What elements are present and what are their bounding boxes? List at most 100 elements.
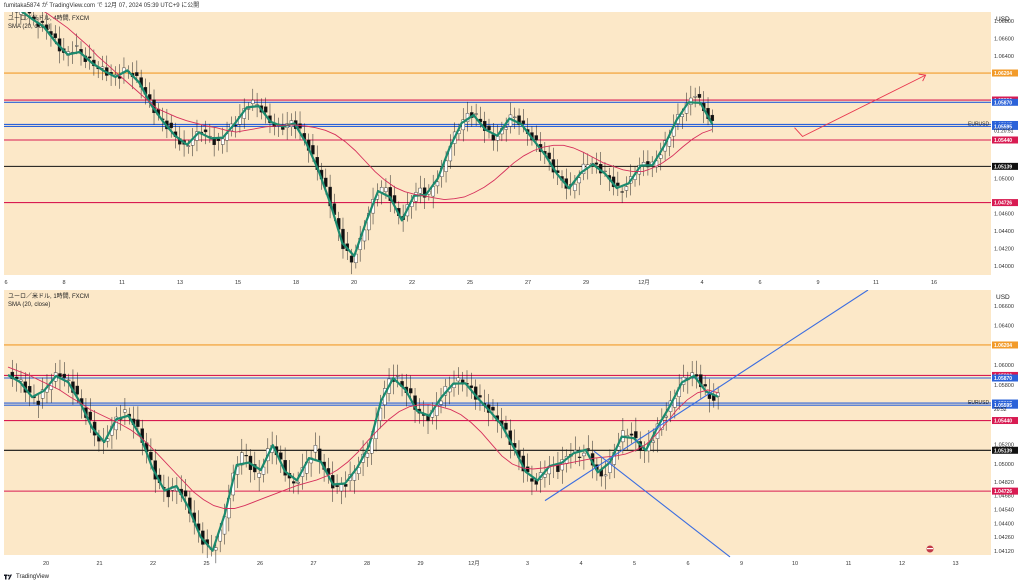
c2-level-badge (992, 341, 1018, 349)
c2-candle-body (699, 374, 703, 388)
c1-candle-body (349, 255, 354, 263)
c2-candle-body (62, 373, 67, 378)
c1-candle-body (388, 187, 392, 201)
c1-candle-body (487, 125, 491, 131)
c1-candle-body (697, 93, 702, 98)
c1-candle-body (414, 192, 418, 202)
c2-level-label: 1.05870 (994, 376, 1012, 382)
c1-candle-body (659, 154, 663, 159)
c2-x-tick-label: 22 (150, 561, 156, 567)
c1-candle-body (444, 160, 448, 172)
chart-4h[interactable]: ユーロ／米ドル, 4時間, FXCM SMA (20, close) USD 1.04… (0, 12, 1024, 287)
c2-candle-body (149, 451, 153, 461)
tradingview-logo-icon (4, 574, 12, 580)
c1-candle-body (513, 116, 517, 118)
c1-candle-body (474, 113, 478, 115)
c1-x-tick-label: 12月 (638, 279, 650, 286)
c2-level-label: 1.05595 (994, 403, 1012, 409)
c2-candle-body (296, 482, 300, 484)
c2-y-tick-label: 1.05000 (994, 462, 1014, 468)
c1-currency-label: USD (996, 16, 1010, 23)
c2-candle-body (651, 440, 655, 443)
c1-x-tick-label: 20 (351, 280, 357, 286)
c2-candle-body (408, 388, 413, 394)
c1-x-tick-label: 11 (119, 280, 125, 286)
c1-smoothed-price-line (20, 12, 714, 258)
c2-y-tick-label: 1.06600 (994, 304, 1014, 310)
c1-candle-body (435, 181, 440, 187)
c2-candle-body (586, 448, 590, 450)
c2-chart-title: ユーロ／米ドル, 1時間, FXCM (8, 292, 89, 300)
c2-candle-body (608, 459, 612, 473)
c1-sma-line (43, 12, 713, 201)
c2-x-tick-label: 3 (526, 561, 529, 567)
c1-x-tick-label: 6 (758, 280, 761, 286)
c2-x-tick-label: 4 (579, 561, 582, 567)
c1-x-tick-label: 18 (293, 280, 299, 286)
c1-candle-body (135, 72, 139, 77)
c2-candle-body (478, 395, 482, 398)
c2-candle-body (136, 419, 140, 427)
c1-candle-body (324, 177, 328, 187)
c2-candle-body (183, 490, 188, 497)
c1-candle-body (624, 186, 629, 191)
c1-candle-body (577, 177, 581, 184)
c2-candle-body (318, 448, 322, 462)
c1-candle-body (186, 145, 191, 147)
c2-level-badge (992, 487, 1018, 495)
c2-candle-body (313, 445, 318, 453)
c2-level-badge (992, 417, 1018, 425)
c2-y-tick-label: 1.04820 (994, 480, 1014, 486)
c1-x-tick-label: 16 (931, 280, 937, 286)
c1-candle-body (620, 191, 624, 193)
c2-x-tick-label: 25 (203, 561, 209, 567)
c2-y-tick-label: 1.04260 (994, 535, 1014, 541)
c1-level-badge (992, 199, 1018, 207)
c2-countdown: 20:52 (994, 407, 1007, 413)
c2-candle-body (66, 379, 71, 381)
c1-x-tick-label: 25 (467, 280, 473, 286)
c1-y-tick-label: 1.04200 (994, 247, 1014, 253)
c1-price-axis (991, 12, 1024, 275)
c1-y-tick-label: 1.04000 (994, 264, 1014, 270)
c1-indicator-label: SMA (20, close) (8, 24, 50, 30)
c1-candle-body (216, 138, 221, 142)
c2-y-tick-label: 1.06400 (994, 324, 1014, 330)
chart-1h[interactable]: ユーロ／米ドル, 1時間, FXCM SMA (20, close) USD 1.04… (0, 290, 1024, 571)
c2-trend-line-down (593, 450, 731, 558)
c2-candle-body (123, 409, 127, 413)
c1-level-label: 1.06204 (994, 71, 1012, 77)
c1-candle-body (491, 134, 495, 141)
c2-y-tick-label: 1.04400 (994, 521, 1014, 527)
c2-x-tick-label: 13 (952, 561, 958, 567)
c2-y-tick-label: 1.04540 (994, 508, 1014, 514)
c2-candle-body (577, 456, 582, 458)
publish-info: fumitaka5874 が TradingView.com で 12月 07,… (0, 0, 1024, 12)
c2-candle-body (36, 400, 41, 405)
c2-candle-body (504, 422, 508, 430)
c1-candle-body (169, 122, 173, 129)
c2-candle-body (439, 400, 443, 405)
c1-x-tick-label: 11 (873, 280, 879, 286)
c1-candle-body (251, 99, 255, 104)
c2-x-tick-label: 28 (364, 561, 370, 567)
c2-level-label: 1.05440 (994, 419, 1012, 425)
c2-candle-body (634, 431, 638, 439)
c1-level-label: 1.05870 (994, 100, 1012, 106)
c1-candle-body (547, 152, 551, 160)
c1-countdown: 01:20:51 (994, 128, 1014, 134)
c1-chart-title: ユーロ／米ドル, 4時間, FXCM (8, 14, 89, 22)
c2-candle-body (556, 465, 560, 472)
c1-level-badge (992, 136, 1018, 144)
c2-y-tick-label: 1.05200 (994, 442, 1014, 448)
c2-candle-body (88, 411, 92, 420)
c1-y-tick-label: 1.04400 (994, 229, 1014, 235)
c1-candle-body (384, 187, 388, 192)
c2-y-tick-label: 1.06000 (994, 363, 1014, 369)
c2-candle-body (357, 467, 361, 474)
c2-indicator-label: SMA (20, close) (8, 302, 50, 308)
c1-projection-arrow (794, 74, 926, 138)
c1-y-tick-label: 1.06800 (994, 19, 1014, 25)
c2-candle-body (365, 453, 370, 458)
c1-candle-body (573, 183, 577, 191)
